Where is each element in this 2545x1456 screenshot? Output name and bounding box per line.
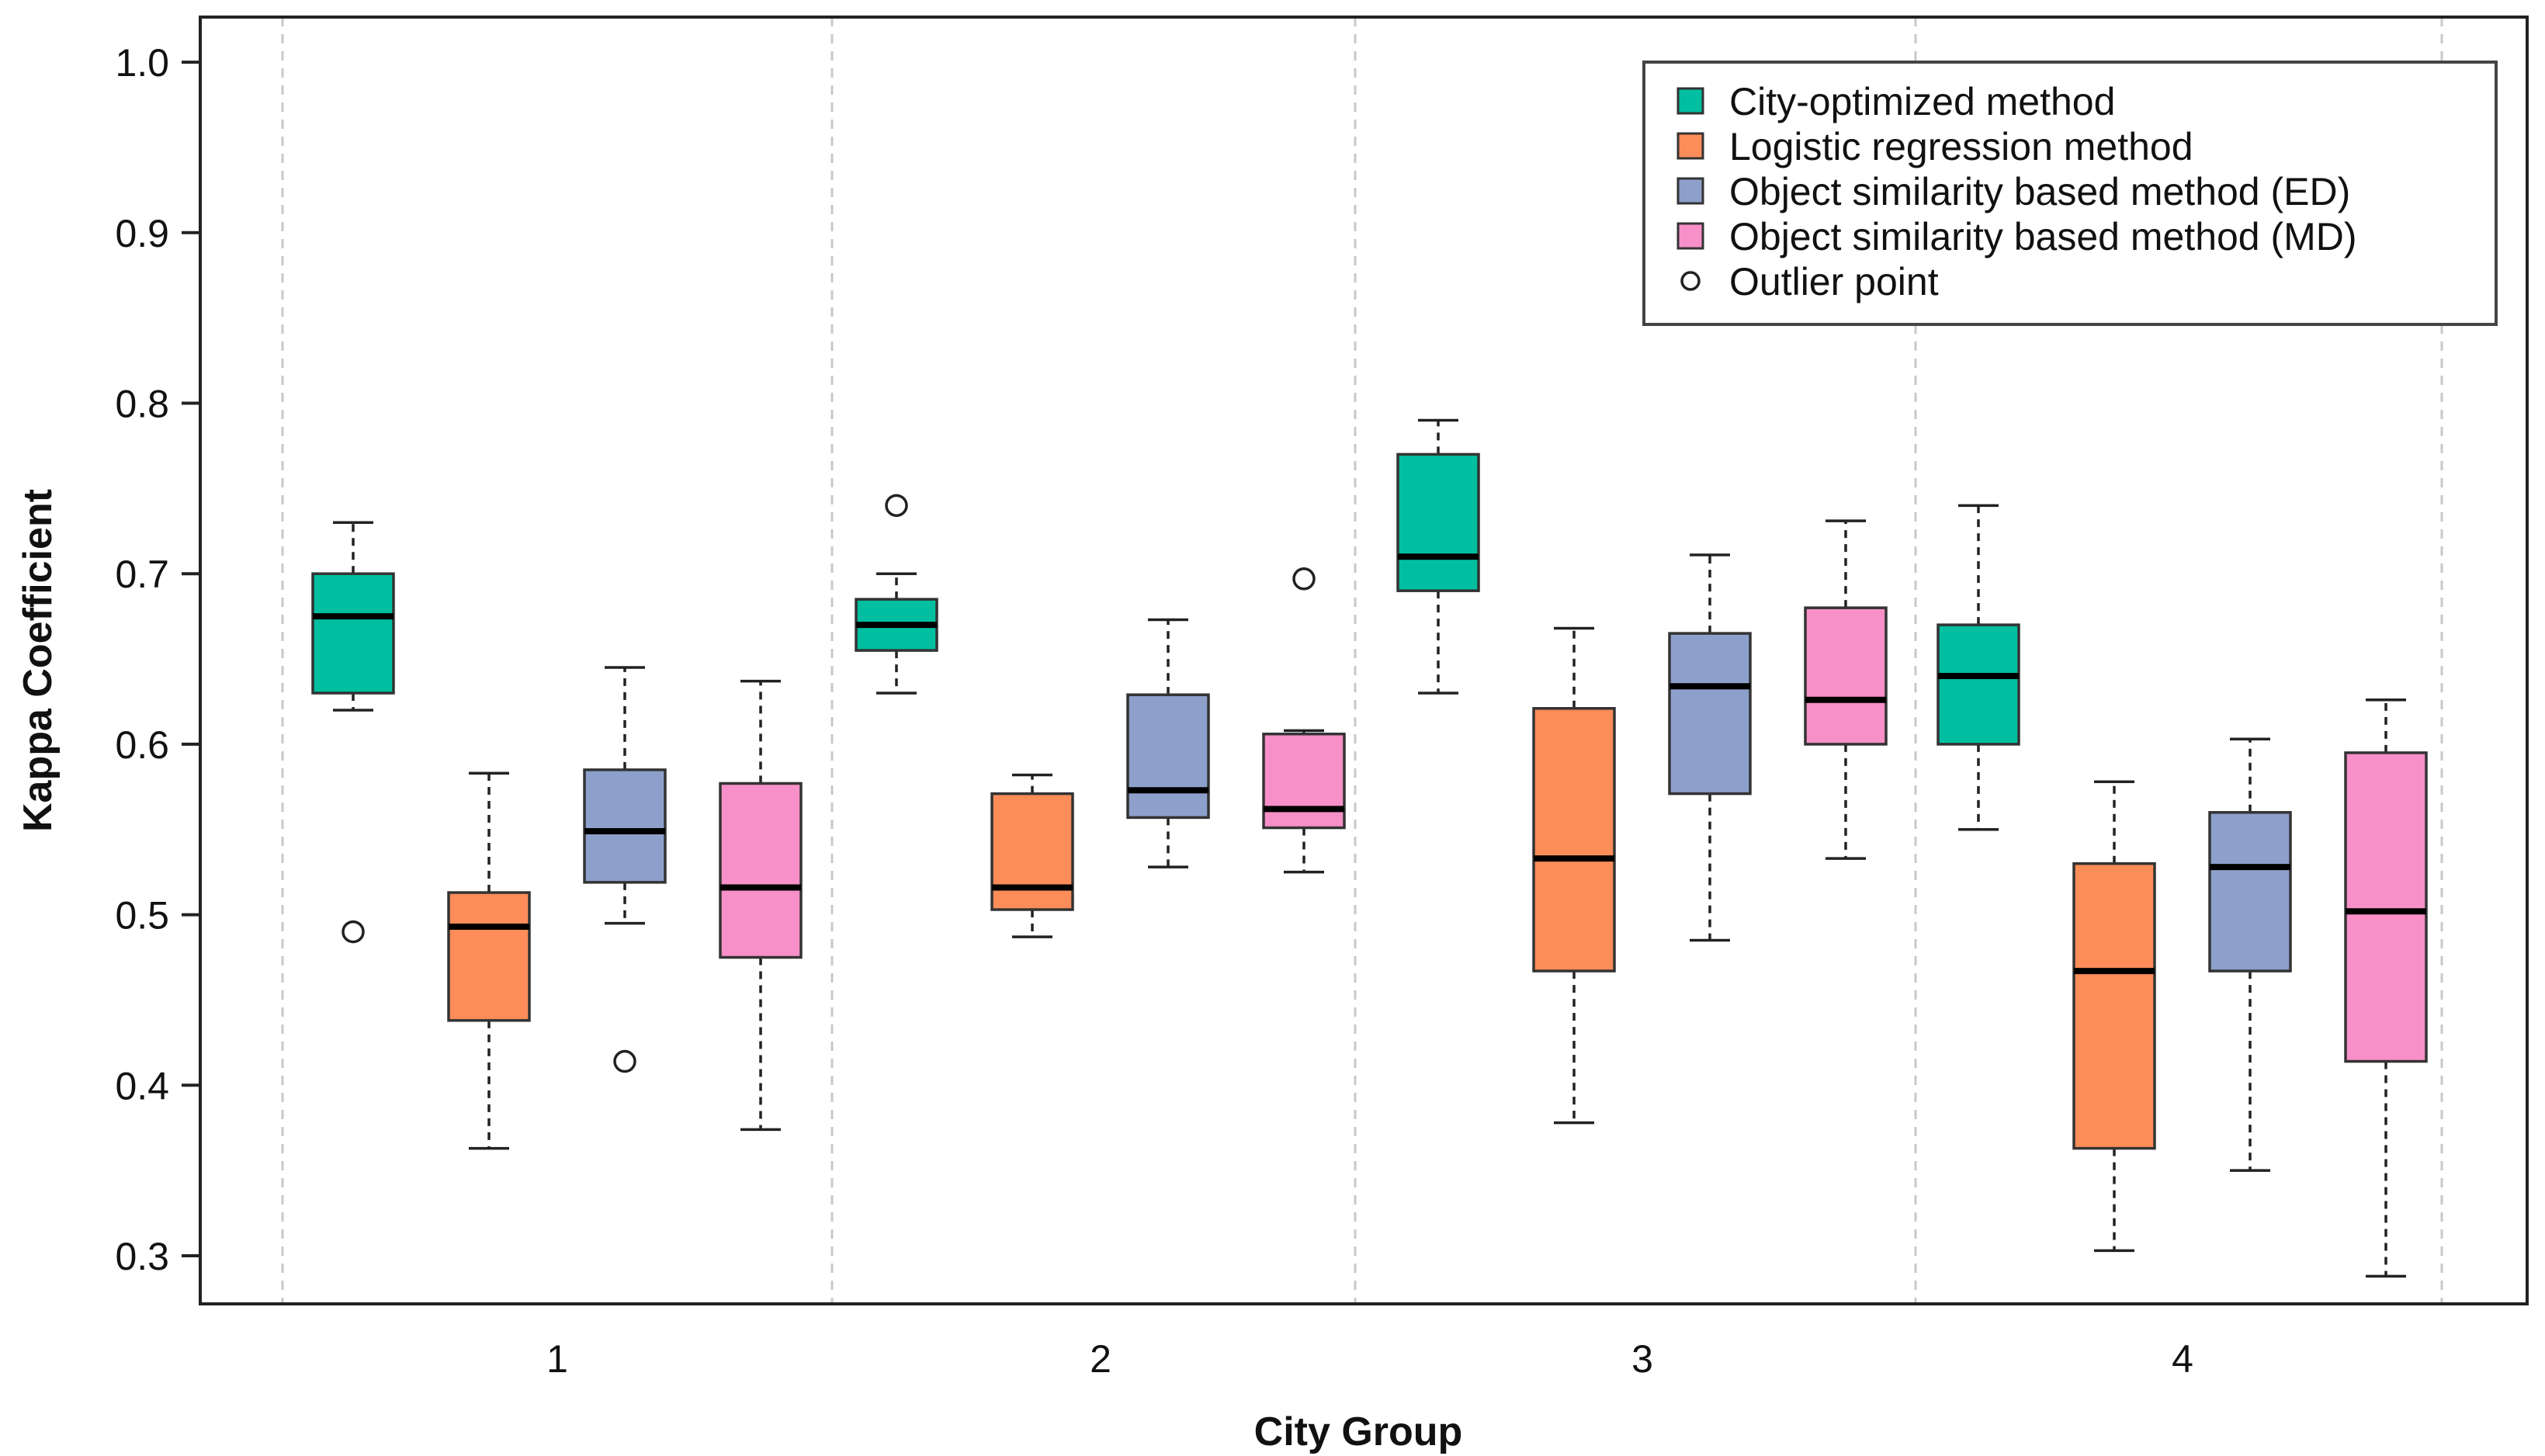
x-axis: 1 2 3 4 — [546, 1337, 2193, 1381]
outlier-point — [1292, 567, 1316, 591]
outlier-point — [613, 1049, 636, 1073]
box-body — [1804, 606, 1888, 746]
y-tick-label: 1.0 — [115, 41, 169, 85]
box-4-group-2 — [1262, 567, 1346, 874]
box-body — [1936, 623, 2020, 746]
legend-frame — [1642, 61, 2498, 326]
y-tick-label: 0.3 — [115, 1235, 169, 1278]
box-3-group-3 — [1668, 553, 1752, 942]
x-axis-label: City Group — [1254, 1409, 1463, 1454]
box-body — [583, 768, 667, 884]
legend-label: Outlier point — [1729, 260, 1939, 303]
x-tick-label: 2 — [1090, 1337, 1111, 1381]
legend-label: Object similarity based method (MD) — [1729, 215, 2357, 258]
box-2-group-4 — [2072, 780, 2156, 1253]
box-1-group-2 — [855, 494, 938, 695]
outlier-point — [885, 494, 908, 518]
box-body — [1396, 452, 1480, 592]
box-body — [1668, 632, 1752, 796]
x-tick-label: 4 — [2172, 1337, 2193, 1381]
box-4-group-4 — [2344, 699, 2428, 1278]
box-3-group-2 — [1126, 618, 1210, 868]
box-body — [719, 782, 803, 959]
box-2-group-3 — [1532, 626, 1616, 1125]
box-body — [2072, 861, 2156, 1150]
y-tick-label: 0.6 — [115, 723, 169, 767]
box-3-group-4 — [2208, 737, 2292, 1172]
legend-swatch — [1676, 132, 1704, 160]
box-1-group-4 — [1936, 504, 2020, 831]
box-3-group-1 — [583, 666, 667, 1073]
outlier-point — [342, 920, 365, 944]
legend-swatch — [1676, 87, 1704, 115]
y-tick-label: 0.4 — [115, 1064, 169, 1108]
box-body — [1262, 732, 1346, 830]
box-1-group-3 — [1396, 418, 1480, 695]
legend-swatch — [1676, 222, 1704, 250]
legend-label: Object similarity based method (ED) — [1729, 170, 2350, 213]
box-body — [2344, 751, 2428, 1063]
y-tick-label: 0.9 — [115, 212, 169, 255]
box-4-group-3 — [1804, 519, 1888, 860]
box-body — [1126, 693, 1210, 820]
box-1-group-1 — [311, 521, 395, 944]
y-axis: 0.3 0.4 0.5 0.6 0.7 0.8 0.9 1.0 — [115, 41, 200, 1278]
box-2-group-1 — [447, 771, 531, 1150]
plot-frame — [199, 16, 2529, 1305]
box-2-group-2 — [990, 773, 1074, 938]
legend-label: Logistic regression method — [1729, 125, 2193, 168]
y-tick-label: 0.8 — [115, 383, 169, 426]
y-axis-label: Kappa Coefficient — [16, 489, 61, 832]
y-tick-label: 0.5 — [115, 894, 169, 938]
box-body — [447, 891, 531, 1022]
legend-swatch — [1676, 177, 1704, 205]
box-body — [311, 572, 395, 695]
legend-label: City-optimized method — [1729, 80, 2115, 123]
box-body — [2208, 811, 2292, 972]
x-tick-label: 1 — [546, 1337, 568, 1381]
boxes — [311, 418, 2428, 1278]
box-body — [990, 792, 1074, 911]
x-tick-label: 3 — [1631, 1337, 1653, 1381]
box-4-group-1 — [719, 679, 803, 1132]
y-tick-label: 0.7 — [115, 553, 169, 596]
legend-outlier-symbol — [1680, 271, 1701, 291]
box-body — [1532, 707, 1616, 972]
